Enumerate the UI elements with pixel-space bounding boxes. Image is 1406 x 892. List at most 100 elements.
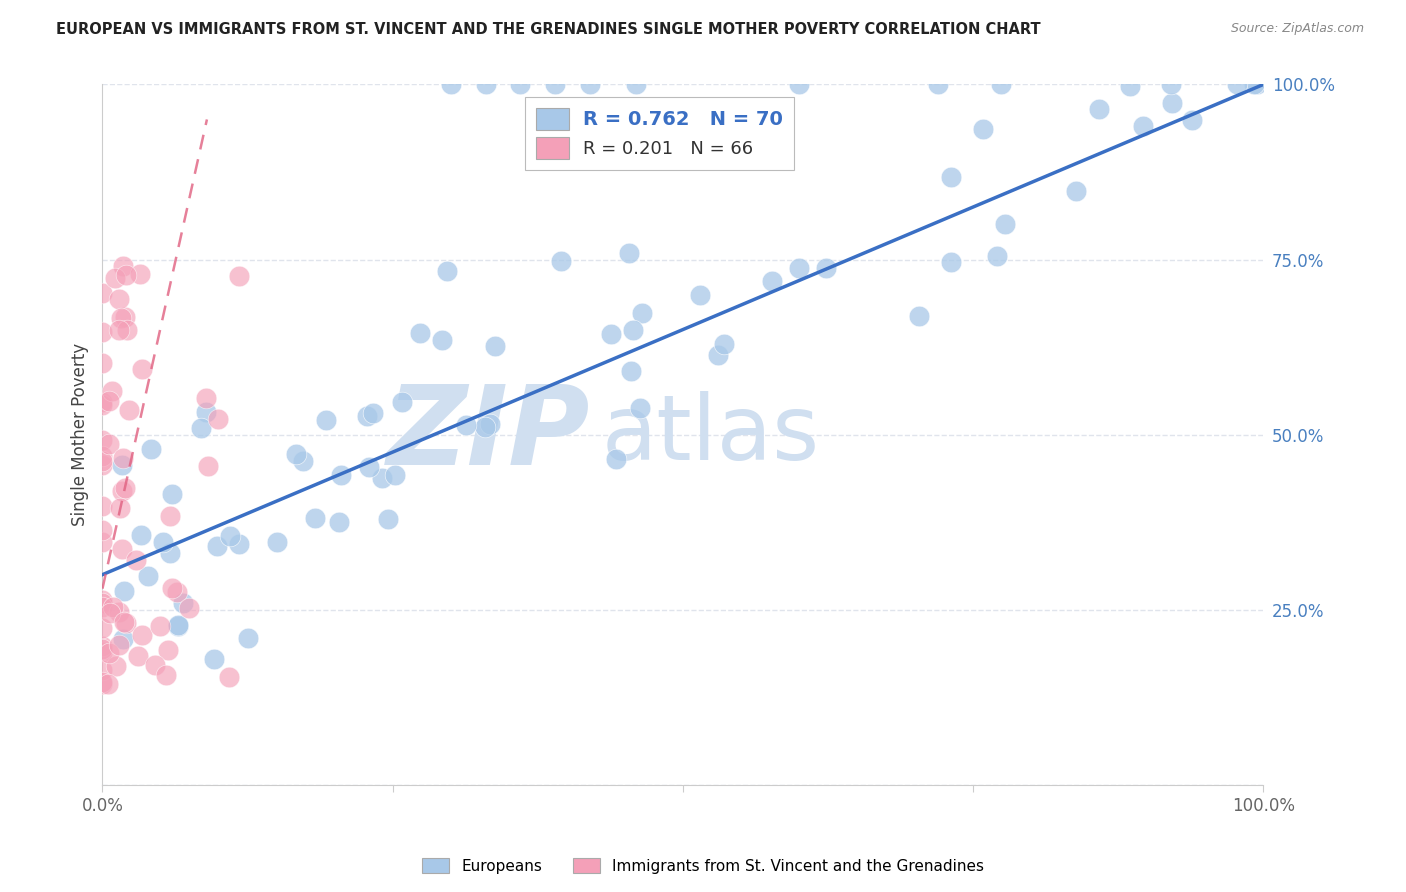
Point [631,306,654,320]
Point [190,421,212,435]
Point [155,667,177,681]
Point [108,292,131,306]
Point [166,585,188,599]
Point [939,169,962,184]
Point [626,78,648,92]
Point [131,628,153,642]
Point [370,471,392,485]
Point [91,535,114,549]
Point [1160,78,1182,92]
Point [994,217,1017,231]
Point [238,631,260,645]
Point [990,78,1012,92]
Point [91,326,114,340]
Point [430,334,453,348]
Point [136,569,159,583]
Point [160,582,183,596]
Point [103,600,125,615]
Point [91,677,114,691]
Point [713,337,735,351]
Point [91,395,114,409]
Point [159,546,181,560]
Point [436,264,458,278]
Point [108,501,131,516]
Point [605,451,627,466]
Point [114,481,136,495]
Point [440,78,463,92]
Point [91,674,114,689]
Point [115,268,138,282]
Point [207,411,229,425]
Point [197,458,219,473]
Point [761,274,783,288]
Point [111,541,134,556]
Point [1066,184,1088,198]
Point [91,639,114,653]
Text: atlas: atlas [602,391,820,479]
Point [91,596,114,610]
Point [118,403,141,417]
Point [91,454,114,468]
Point [195,405,218,419]
Point [454,418,477,433]
Point [304,510,326,524]
Point [114,310,136,324]
Point [1226,78,1249,92]
Point [143,657,166,672]
Point [110,310,132,325]
Point [91,599,114,614]
Point [359,460,381,475]
Point [474,420,496,434]
Point [112,450,135,465]
Point [621,323,644,337]
Point [474,78,496,92]
Text: ZIP: ZIP [387,381,591,488]
Point [1132,119,1154,133]
Text: EUROPEAN VS IMMIGRANTS FROM ST. VINCENT AND THE GRENADINES SINGLE MOTHER POVERTY: EUROPEAN VS IMMIGRANTS FROM ST. VINCENT … [56,22,1040,37]
Point [219,528,242,542]
Point [384,468,406,483]
Point [544,78,567,92]
Point [391,395,413,409]
Point [91,433,114,447]
Point [509,78,531,92]
Point [104,271,127,285]
Point [228,269,250,284]
Point [108,605,131,619]
Point [139,442,162,456]
Point [91,398,114,412]
Point [292,454,315,468]
Point [91,523,114,537]
Point [160,487,183,501]
Point [111,484,134,499]
Point [97,394,120,409]
Point [167,618,190,632]
Point [1160,96,1182,111]
Point [409,326,432,341]
Point [179,601,201,615]
Point [218,670,240,684]
Point [91,449,114,463]
Point [131,361,153,376]
Point [787,78,810,92]
Point [172,596,194,610]
Point [908,309,931,323]
Point [1087,103,1109,117]
Point [285,447,308,461]
Point [115,323,138,337]
Point [101,384,124,398]
Point [205,539,228,553]
Point [356,409,378,424]
Point [112,615,135,629]
Point [1243,78,1265,92]
Legend: Europeans, Immigrants from St. Vincent and the Grenadines: Europeans, Immigrants from St. Vincent a… [415,852,991,880]
Point [112,632,135,647]
Point [91,621,114,635]
Point [149,619,172,633]
Point [315,412,337,426]
Point [628,401,651,416]
Point [789,260,811,275]
Point [91,458,114,472]
Point [91,499,114,513]
Point [105,659,128,673]
